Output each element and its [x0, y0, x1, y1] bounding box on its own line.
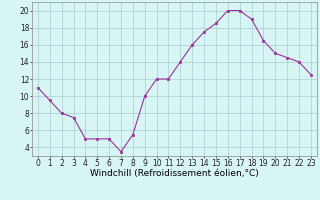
X-axis label: Windchill (Refroidissement éolien,°C): Windchill (Refroidissement éolien,°C): [90, 169, 259, 178]
